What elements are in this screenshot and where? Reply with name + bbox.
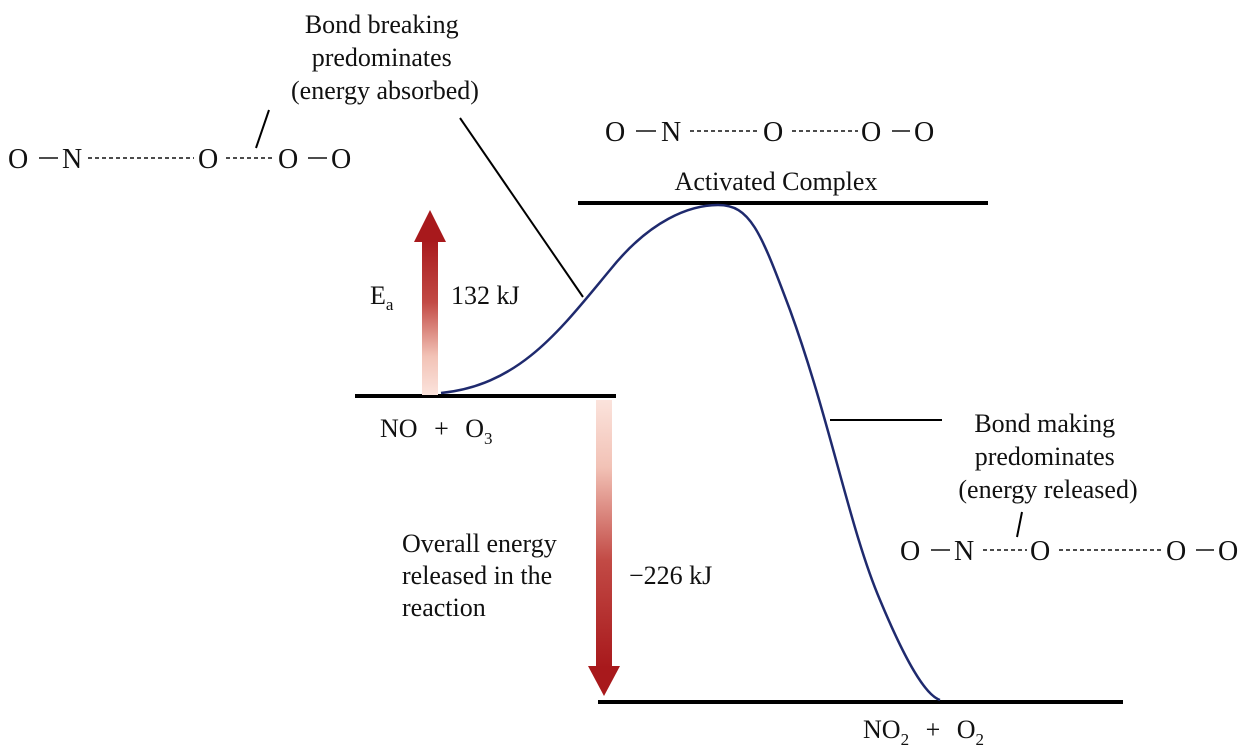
- activation-energy-value: 132 kJ: [451, 281, 520, 310]
- bond-breaking-pointer: [255, 109, 270, 149]
- overall-energy-label: Overall energy released in the reaction: [402, 529, 563, 622]
- reactants-label: NO + O3: [380, 414, 493, 448]
- atom-o: O: [900, 536, 920, 567]
- bond-breaking-line-1: Bond breaking: [305, 10, 459, 39]
- product-plus: +: [926, 715, 941, 744]
- molecule-product-side: O N O O O: [900, 536, 1238, 567]
- bond-breaking-line-3: (energy absorbed): [291, 76, 479, 105]
- molecule-reactant-side: O N O O O: [8, 144, 351, 175]
- atom-o: O: [198, 144, 218, 175]
- bond-making-label: Bond making predominates (energy release…: [958, 409, 1137, 504]
- overall-energy-value: −226 kJ: [629, 561, 712, 590]
- activation-symbol: E: [370, 281, 386, 310]
- reaction-energy-curve: [440, 203, 941, 702]
- atom-n: N: [62, 144, 82, 175]
- activated-complex-label: Activated Complex: [675, 167, 878, 196]
- atom-o: O: [763, 117, 783, 148]
- reactant-plus: +: [434, 414, 449, 443]
- reactant-no: NO: [380, 414, 418, 443]
- bond-making-line-1: Bond making: [974, 409, 1115, 438]
- activation-arrow-head: [414, 210, 446, 242]
- reactant-o-subscript: 3: [484, 429, 493, 448]
- overall-line-2: released in the: [402, 561, 552, 590]
- bond-making-line-3: (energy released): [958, 475, 1137, 504]
- activation-energy-symbol: Ea: [370, 281, 394, 314]
- product-o-subscript: 2: [976, 730, 985, 747]
- overall-arrow-shaft: [596, 400, 612, 668]
- overall-arrow-head: [588, 666, 620, 696]
- atom-o: O: [331, 144, 351, 175]
- atom-o: O: [1218, 536, 1238, 567]
- bond-breaking-label: Bond breaking predominates (energy absor…: [291, 10, 479, 105]
- bond-making-line-2: predominates: [975, 442, 1115, 471]
- overall-line-3: reaction: [402, 593, 486, 622]
- molecule-activated-complex: O N O O O: [605, 117, 934, 148]
- activation-subscript: a: [386, 295, 394, 314]
- bond-breaking-line-2: predominates: [312, 43, 452, 72]
- product-no: NO: [863, 715, 901, 744]
- product-o: O: [957, 715, 976, 744]
- bond-making-pointer: [1016, 511, 1023, 538]
- atom-o: O: [278, 144, 298, 175]
- atom-o: O: [1166, 536, 1186, 567]
- atom-o: O: [914, 117, 934, 148]
- atom-o: O: [8, 144, 28, 175]
- product-no-subscript: 2: [901, 730, 910, 747]
- atom-o: O: [861, 117, 881, 148]
- atom-n: N: [954, 536, 974, 567]
- overall-line-1: Overall energy: [402, 529, 557, 558]
- products-label: NO2 + O2: [863, 715, 984, 747]
- atom-n: N: [661, 117, 681, 148]
- reactant-o: O: [465, 414, 484, 443]
- atom-o: O: [605, 117, 625, 148]
- activation-arrow-shaft: [422, 240, 438, 395]
- bond-breaking-leader: [459, 117, 584, 298]
- atom-o: O: [1030, 536, 1050, 567]
